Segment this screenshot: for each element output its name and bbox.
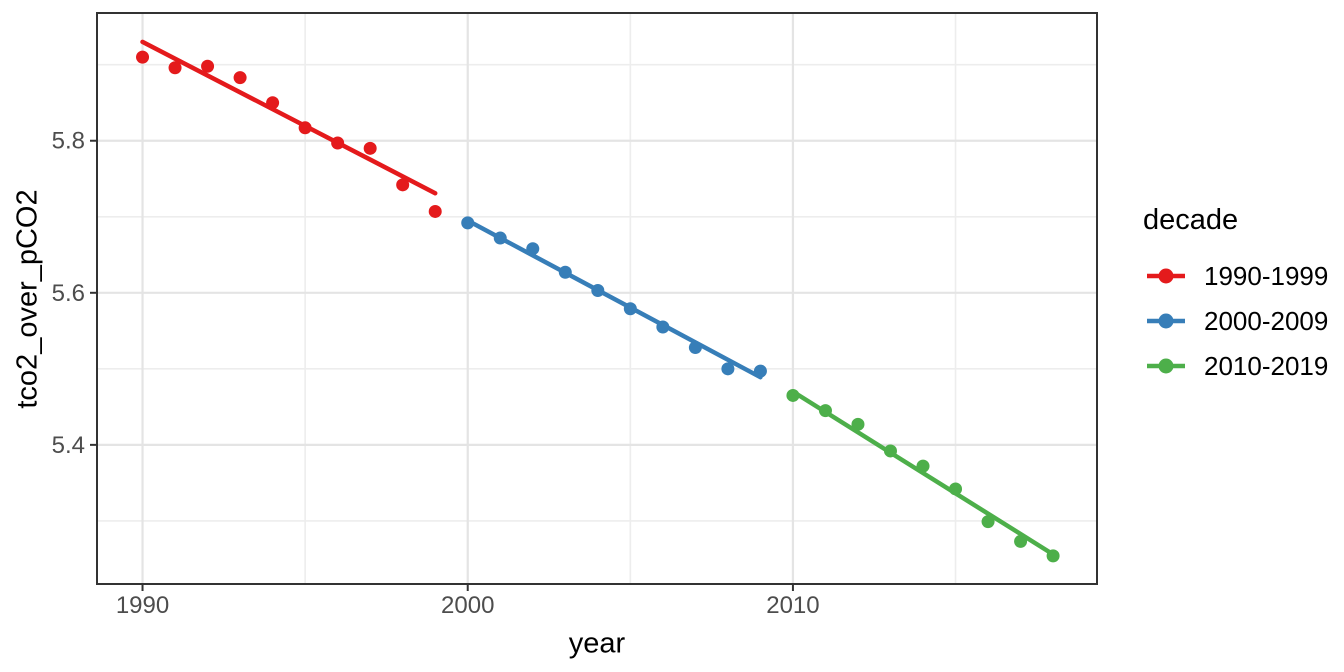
legend-entry: 2010-2019 bbox=[1146, 350, 1328, 382]
legend-entry: 1990-1999 bbox=[1146, 260, 1328, 292]
data-point bbox=[136, 50, 150, 64]
x-axis-tick-label: 2010 bbox=[766, 592, 819, 619]
data-point bbox=[168, 61, 182, 75]
trend-line bbox=[465, 218, 763, 380]
legend-key-line-dot-icon bbox=[1147, 268, 1185, 284]
trend-line bbox=[140, 39, 438, 196]
data-point bbox=[363, 141, 377, 155]
x-axis-tick-label: 2000 bbox=[441, 592, 494, 619]
panel-border bbox=[96, 12, 1098, 585]
x-axis-title: year bbox=[568, 627, 626, 660]
trend-line bbox=[790, 389, 1056, 557]
legend-label: 1990-1999 bbox=[1204, 260, 1329, 291]
data-point bbox=[233, 71, 247, 85]
legend: decade 1990-1999 2000-2009 2010-2019 bbox=[1143, 204, 1328, 395]
data-point bbox=[201, 59, 215, 73]
legend-entry: 2000-2009 bbox=[1146, 305, 1328, 337]
x-axis-tick-label: 1990 bbox=[116, 592, 169, 619]
panel-background bbox=[97, 13, 1097, 584]
legend-label: 2000-2009 bbox=[1204, 305, 1329, 336]
data-point bbox=[721, 362, 735, 376]
data-point bbox=[981, 515, 995, 529]
y-axis-tick-label: 5.6 bbox=[52, 280, 85, 307]
legend-key-line-dot-icon bbox=[1147, 358, 1185, 374]
data-point bbox=[428, 204, 442, 218]
legend-key-line-dot-icon bbox=[1147, 313, 1185, 329]
data-point bbox=[851, 417, 865, 431]
legend-label: 2010-2019 bbox=[1204, 350, 1329, 381]
data-point bbox=[396, 178, 410, 192]
y-axis-tick-label: 5.4 bbox=[52, 432, 85, 459]
legend-title: decade bbox=[1143, 204, 1239, 236]
y-axis-title: tco2_over_pCO2 bbox=[11, 189, 44, 409]
y-axis-tick-label: 5.8 bbox=[52, 128, 85, 155]
